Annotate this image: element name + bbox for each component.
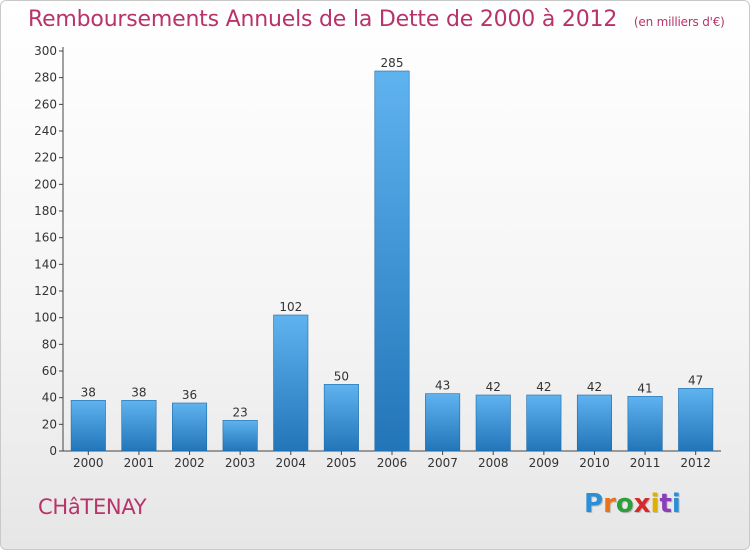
bar-value-label: 42 — [587, 380, 602, 394]
y-tick-label: 40 — [42, 391, 57, 405]
x-tick-label: 2006 — [377, 456, 408, 470]
bars: 38 38 36 23 102 50 285 43 42 42 42 41 47 — [70, 56, 714, 452]
x-axis: 2000 2001 2002 2003 2004 2005 2006 2007 2008 2009… — [63, 450, 721, 470]
x-tick-label: 2008 — [478, 456, 509, 470]
bar-value-label: 42 — [536, 380, 551, 394]
proxiti-logo[interactable]: Proxiti — [584, 489, 681, 519]
bar-value-label: 47 — [688, 373, 703, 387]
x-tick-label: 2007 — [427, 456, 458, 470]
bar — [374, 70, 410, 452]
city-name: CHâTENAY — [38, 495, 147, 519]
y-tick-label: 0 — [49, 444, 57, 458]
chart-title-text: Remboursements Annuels de la Dette de 20… — [28, 7, 618, 32]
bar — [172, 402, 208, 452]
x-tick-label: 2010 — [579, 456, 610, 470]
logo-letter: P — [584, 489, 604, 519]
chart-subtitle: (en milliers d'€) — [633, 15, 725, 29]
y-tick-label: 80 — [42, 337, 57, 351]
bar-value-label: 38 — [131, 385, 146, 399]
x-tick-label: 2001 — [124, 456, 155, 470]
logo-letter: t — [659, 489, 672, 519]
bar — [121, 400, 157, 452]
y-tick-label: 240 — [34, 124, 57, 138]
bar-value-label: 42 — [486, 380, 501, 394]
bar — [273, 314, 309, 452]
y-tick-label: 260 — [34, 97, 57, 111]
logo-letter: o — [615, 489, 634, 519]
bar-value-label: 102 — [279, 300, 302, 314]
y-tick-label: 180 — [34, 204, 57, 218]
logo-letter: i — [671, 489, 681, 519]
chart-title: Remboursements Annuels de la Dette de 20… — [28, 7, 725, 32]
bar-value-label: 38 — [81, 385, 96, 399]
bar — [222, 420, 258, 452]
y-tick-label: 140 — [34, 257, 57, 271]
bar-value-label: 23 — [233, 405, 248, 419]
bar-value-label: 41 — [637, 381, 652, 395]
bar — [425, 393, 461, 452]
x-tick-label: 2005 — [326, 456, 357, 470]
logo-letter: r — [603, 489, 616, 519]
x-tick-label: 2003 — [225, 456, 256, 470]
bar — [678, 388, 714, 452]
y-axis: 0 20 40 60 80 100 120 140 160 180 200 220 240 260 280 3… — [34, 44, 64, 458]
logo-letter: x — [633, 489, 651, 519]
x-tick-label: 2011 — [630, 456, 661, 470]
bar — [627, 396, 663, 452]
x-tick-label: 2004 — [275, 456, 306, 470]
bar — [475, 394, 511, 452]
bar-value-label: 36 — [182, 388, 197, 402]
y-tick-label: 280 — [34, 71, 57, 85]
x-tick-label: 2002 — [174, 456, 205, 470]
x-tick-label: 2012 — [680, 456, 711, 470]
x-tick-label: 2009 — [529, 456, 560, 470]
y-tick-label: 100 — [34, 311, 57, 325]
y-tick-label: 220 — [34, 151, 57, 165]
bar-value-label: 285 — [381, 56, 404, 70]
y-tick-label: 160 — [34, 231, 57, 245]
bar — [526, 394, 562, 452]
bar-value-label: 43 — [435, 379, 450, 393]
y-tick-label: 20 — [42, 417, 57, 431]
y-tick-label: 60 — [42, 364, 57, 378]
bar — [70, 400, 106, 452]
bar — [576, 394, 612, 452]
bar — [323, 384, 359, 452]
x-tick-label: 2000 — [73, 456, 104, 470]
bar-value-label: 50 — [334, 369, 349, 383]
y-tick-label: 120 — [34, 284, 57, 298]
y-tick-label: 200 — [34, 177, 57, 191]
logo-letter: i — [650, 489, 660, 519]
y-tick-label: 300 — [34, 44, 57, 58]
